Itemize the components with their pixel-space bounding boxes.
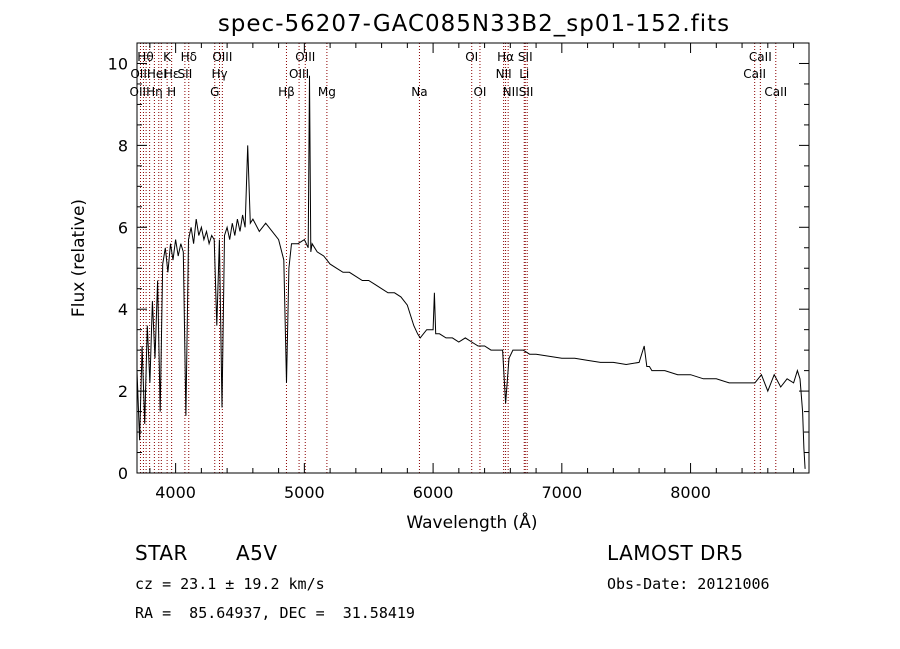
survey-name: LAMOST DR5	[607, 541, 744, 565]
y-tick-label: 2	[118, 382, 128, 401]
x-tick-label: 4000	[155, 483, 196, 502]
plot-frame	[136, 42, 810, 474]
y-tick-label: 10	[108, 54, 128, 73]
y-axis-label: Flux (relative)	[69, 199, 89, 317]
spectral-line-label: K	[163, 50, 172, 64]
spectral-line-label: CaII	[749, 50, 772, 64]
x-tick-label: 6000	[413, 483, 454, 502]
chart-title: spec-56207-GAC085N33B2_sp01-152.fits	[218, 11, 730, 37]
y-axis-ticks: 0 2 4 6 8 10	[108, 54, 809, 483]
spectral-line-label: OIII	[295, 50, 315, 64]
spectral-line-label: G	[210, 85, 219, 99]
spectral-line-label: SII	[178, 67, 193, 81]
y-tick-label: 6	[118, 218, 128, 237]
spectral-line-label: Hθ	[137, 50, 153, 64]
spectral-line-label: Hγ	[211, 67, 227, 81]
spectral-line-label: NII	[496, 67, 512, 81]
spectral-line-label: H	[167, 85, 176, 99]
spectral-line-label: OIII	[289, 67, 309, 81]
x-axis-label: Wavelength (Å)	[406, 511, 537, 533]
redshift-text: cz = 23.1 ± 19.2 km/s	[135, 575, 325, 593]
x-tick-label: 8000	[670, 483, 711, 502]
spectral-line-label: Mg	[318, 85, 336, 99]
spectral-line-label: Hε	[164, 67, 180, 81]
spectral-line-markers	[139, 43, 777, 473]
x-tick-label: 7000	[541, 483, 582, 502]
obs-date-text: Obs-Date: 20121006	[607, 575, 770, 593]
spectral-line-label: Li	[519, 67, 529, 81]
x-tick-label: 5000	[284, 483, 325, 502]
x-axis-ticks: 4000 5000 6000 7000 8000	[149, 43, 795, 502]
spectral-line-label: OI	[473, 85, 486, 99]
spectrum-series-line	[136, 75, 806, 469]
coordinates-text: RA = 85.64937, DEC = 31.58419	[135, 604, 415, 622]
object-subclass: A5V	[236, 541, 278, 565]
y-tick-label: 0	[118, 464, 128, 483]
spectral-line-label: Hδ	[181, 50, 197, 64]
object-class: STAR	[135, 541, 188, 565]
y-tick-label: 4	[118, 300, 128, 319]
spectral-line-label: SII	[518, 50, 533, 64]
spectral-line-label: OIII	[212, 50, 232, 64]
y-tick-label: 8	[118, 136, 128, 155]
spectral-line-label: Hβ	[278, 85, 295, 99]
spectral-line-label: OIIHeI	[130, 67, 166, 81]
spectral-line-label: OI	[465, 50, 478, 64]
spectral-line-label: NIISII	[503, 85, 534, 99]
spectral-line-label: CaII	[743, 67, 766, 81]
spectral-line-label: Hα	[497, 50, 514, 64]
spectral-line-label: CaII	[764, 85, 787, 99]
spectral-line-label: OIIHη	[130, 85, 163, 99]
spectral-line-label: Na	[411, 85, 427, 99]
